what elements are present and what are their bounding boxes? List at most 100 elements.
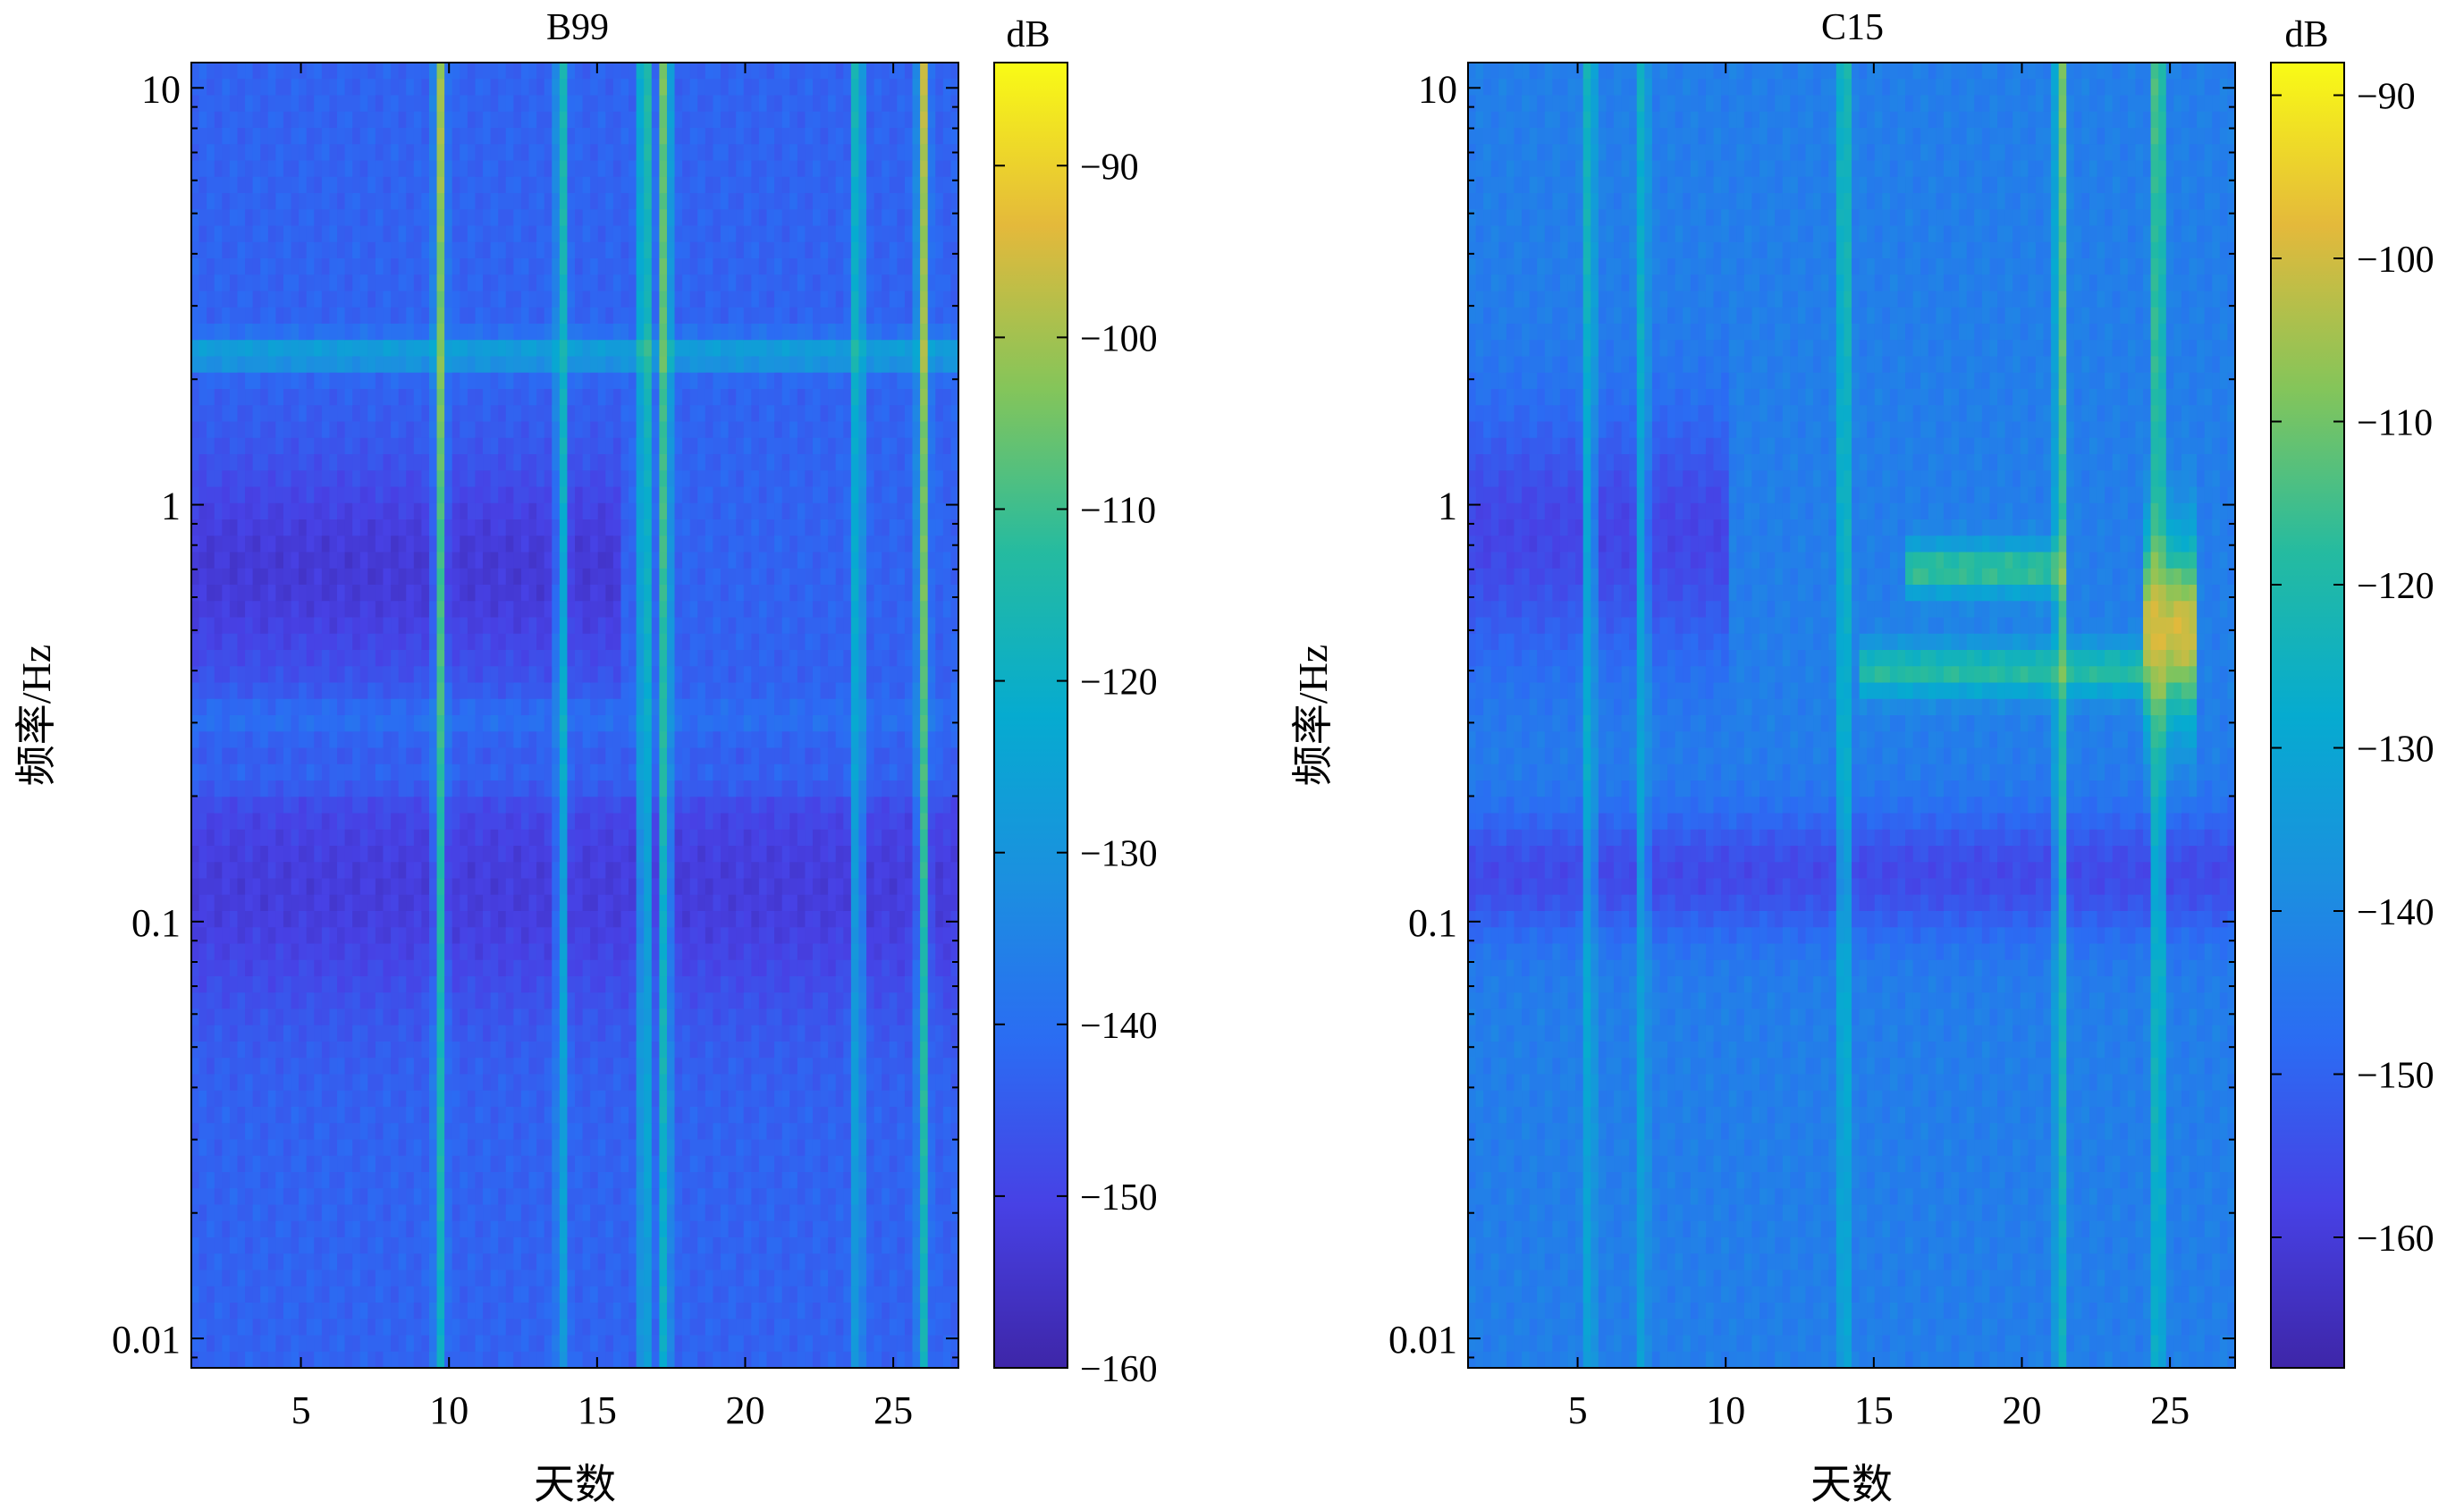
panel-b99-heatmap-cell [629, 585, 637, 602]
panel-b99-heatmap-cell [636, 568, 645, 586]
panel-b99-heatmap-cell [612, 1058, 622, 1076]
panel-b99-heatmap-cell [245, 1074, 254, 1092]
panel-b99-heatmap-cell [505, 1058, 514, 1076]
panel-b99-heatmap-cell [498, 911, 507, 928]
panel-b99-heatmap-cell [620, 1090, 629, 1108]
panel-b99-heatmap-cell [191, 813, 200, 831]
panel-b99-heatmap-cell [314, 1074, 323, 1092]
panel-b99-heatmap-cell [398, 698, 407, 716]
panel-b99-heatmap-cell [229, 470, 239, 488]
panel-b99-heatmap-cell [498, 324, 507, 341]
panel-b99-heatmap-cell [337, 356, 346, 374]
panel-b99-heatmap-cell [505, 1139, 514, 1157]
panel-b99-heatmap-cell [612, 552, 622, 569]
panel-b99-heatmap-cell [597, 1008, 606, 1026]
panel-b99-heatmap-cell [536, 617, 545, 635]
panel-b99-heatmap-cell [406, 1139, 415, 1157]
panel-b99-heatmap-cell [651, 1253, 660, 1271]
panel-b99-heatmap-cell [582, 1139, 591, 1157]
panel-b99-heatmap-cell [275, 894, 284, 912]
panel-b99-heatmap-cell [513, 144, 522, 162]
panel-b99-heatmap-cell [666, 470, 676, 488]
panel-b99-heatmap-cell [544, 715, 553, 732]
panel-b99-heatmap-cell [659, 225, 668, 243]
panel-b99-heatmap-cell [666, 176, 676, 194]
panel-b99-heatmap-cell [644, 813, 653, 831]
panel-b99-heatmap-cell [559, 992, 569, 1010]
panel-b99-heatmap-cell [428, 780, 438, 797]
panel-b99-heatmap-cell [367, 1204, 376, 1222]
panel-b99-heatmap-cell [520, 291, 530, 308]
panel-b99-heatmap-cell [352, 274, 361, 292]
panel-b99-heatmap-cell [490, 1155, 499, 1173]
panel-b99-heatmap-cell [582, 160, 591, 178]
panel-b99-heatmap-cell [451, 291, 460, 308]
panel-b99-heatmap-cell [605, 421, 614, 439]
panel-b99-heatmap-cell [659, 568, 668, 586]
panel-b99-heatmap-cell [321, 372, 331, 390]
panel-b99-heatmap-cell [329, 1107, 338, 1124]
panel-b99-heatmap-cell [421, 1351, 430, 1369]
panel-b99-heatmap-cell [383, 291, 392, 308]
panel-b99-heatmap-cell [367, 160, 376, 178]
panel-b99-heatmap-cell [629, 552, 637, 569]
panel-b99-heatmap-cell [590, 959, 599, 977]
panel-b99-heatmap-cell [283, 763, 292, 781]
panel-b99-heatmap-cell [505, 95, 514, 113]
panel-b99-heatmap-cell [267, 470, 276, 488]
panel-b99-heatmap-cell [490, 862, 499, 880]
panel-b99-heatmap-cell [590, 63, 599, 80]
panel-b99-heatmap-cell [359, 454, 368, 471]
panel-b99-heatmap-cell [659, 1303, 668, 1320]
panel-b99-heatmap-cell [222, 536, 231, 553]
panel-b99-heatmap-cell [413, 340, 422, 358]
panel-b99-heatmap-cell [406, 829, 415, 847]
panel-b99-heatmap-cell [344, 1253, 353, 1271]
panel-b99-heatmap-cell [559, 780, 569, 797]
panel-b99-heatmap-cell [483, 502, 492, 520]
panel-b99-heatmap-cell [490, 715, 499, 732]
panel-b99-heatmap-cell [314, 1107, 323, 1124]
panel-b99-heatmap-cell [344, 79, 353, 97]
panel-b99-heatmap-cell [367, 340, 376, 358]
panel-b99-heatmap-cell [659, 829, 668, 847]
panel-b99-heatmap-cell [306, 291, 315, 308]
panel-b99-heatmap-cell [413, 829, 422, 847]
panel-b99-heatmap-cell [536, 1335, 545, 1353]
panel-b99-heatmap-cell [559, 1172, 569, 1189]
panel-b99-heatmap-cell [436, 747, 445, 765]
panel-b99-heatmap-cell [391, 763, 400, 781]
panel-b99-heatmap-cell [391, 698, 400, 716]
panel-b99-heatmap-cell [444, 666, 453, 684]
panel-b99-heatmap-cell [383, 1074, 392, 1092]
panel-b99-heatmap-cell [391, 797, 400, 814]
panel-b99-heatmap-cell [605, 568, 614, 586]
panel-b99-heatmap-cell [352, 1042, 361, 1059]
panel-b99-heatmap-cell [575, 1172, 584, 1189]
panel-b99-heatmap-cell [536, 1237, 545, 1254]
panel-b99-heatmap-cell [428, 797, 438, 814]
panel-b99-heatmap-cell [612, 291, 622, 308]
panel-b99-heatmap-cell [421, 486, 430, 504]
panel-b99-heatmap-cell [505, 763, 514, 781]
panel-b99-heatmap-cell [428, 813, 438, 831]
panel-b99-heatmap-cell [559, 1335, 569, 1353]
panel-b99-heatmap-cell [191, 519, 200, 536]
panel-b99-heatmap-cell [444, 878, 453, 896]
panel-b99-heatmap-cell [644, 633, 653, 651]
panel-b99-heatmap-cell [629, 144, 637, 162]
panel-b99-heatmap-cell [237, 797, 246, 814]
panel-b99-heatmap-cell [636, 1319, 645, 1337]
panel-b99-heatmap-cell [605, 519, 614, 536]
panel-b99-heatmap-cell [483, 585, 492, 602]
panel-b99-heatmap-cell [620, 274, 629, 292]
panel-b99-heatmap-cell [329, 63, 338, 80]
panel-b99-heatmap-cell [367, 976, 376, 993]
panel-b99-heatmap-cell [460, 1351, 468, 1369]
panel-b99-heatmap-cell [605, 813, 614, 831]
panel-b99-heatmap-cell [413, 144, 422, 162]
panel-b99-heatmap-cell [460, 1025, 468, 1042]
panel-b99-heatmap-cell [605, 241, 614, 259]
panel-b99-heatmap-cell [498, 633, 507, 651]
panel-b99-heatmap-cell [398, 682, 407, 700]
